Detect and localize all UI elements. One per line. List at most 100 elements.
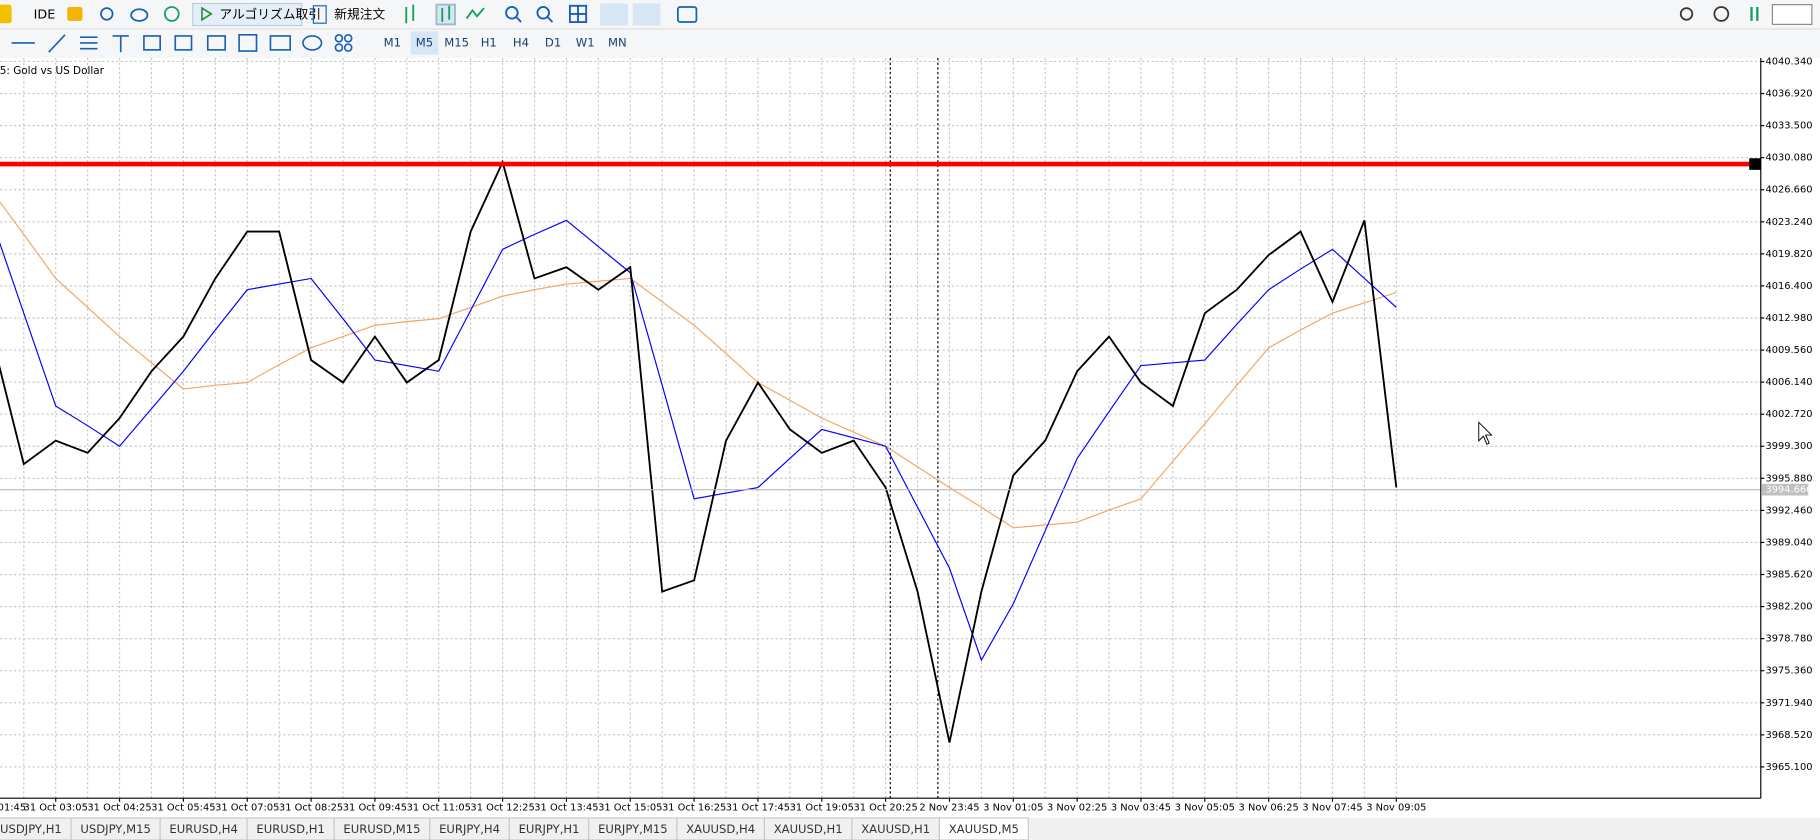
x-tick-label: 3 Nov 02:25 bbox=[1047, 803, 1107, 814]
x-tick-label: 3 Nov 03:45 bbox=[1111, 803, 1171, 814]
y-tick-label: 4023.240 bbox=[1765, 217, 1812, 228]
x-tick-label: 31 Oct 20:25 bbox=[853, 803, 917, 814]
tab-label[interactable]: EURUSD,H4 bbox=[169, 822, 237, 836]
autoscroll-button[interactable] bbox=[600, 3, 628, 26]
y-tick-label: 3985.620 bbox=[1765, 570, 1812, 581]
play-icon bbox=[201, 6, 213, 22]
x-tick-label: 31 Oct 15:05 bbox=[598, 803, 662, 814]
ide-button[interactable]: IDE bbox=[34, 8, 56, 23]
market-icon[interactable] bbox=[67, 6, 83, 21]
timeframe-button[interactable]: H1 bbox=[481, 35, 497, 49]
new-order-icon bbox=[312, 5, 327, 24]
screenshot-icon[interactable] bbox=[676, 6, 698, 23]
active-tab-bg[interactable] bbox=[938, 817, 1029, 840]
y-tick-label: 3992.460 bbox=[1765, 505, 1812, 516]
x-tick-label: 31 Oct 17:45 bbox=[726, 803, 790, 814]
y-tick-label: 4009.560 bbox=[1765, 345, 1812, 356]
y-tick-label: 4016.400 bbox=[1765, 281, 1812, 292]
x-tick-label: 31 Oct 16:25 bbox=[662, 803, 726, 814]
x-tick-label: 31 Oct 09:45 bbox=[343, 803, 407, 814]
y-tick-label: 3982.200 bbox=[1765, 602, 1812, 613]
search-icon[interactable] bbox=[1679, 7, 1694, 21]
tabs: USDJPY,H1 USDJPY,M15 EURUSD,H4 EURUSD,H1 EUR… bbox=[0, 817, 1029, 840]
chart-area bbox=[0, 58, 1761, 799]
x-tick-label: 31 Oct 03:05 bbox=[24, 803, 88, 814]
x-tick-label: 31 Oct 08:25 bbox=[279, 803, 343, 814]
tab-label[interactable]: EURUSD,M15 bbox=[343, 822, 420, 836]
vps-icon[interactable] bbox=[163, 6, 180, 22]
x-tick-label: 31 Oct 04:25 bbox=[87, 803, 151, 814]
timeframe-button[interactable]: W1 bbox=[576, 35, 595, 49]
tab-label[interactable]: USDJPY,H1 bbox=[0, 822, 62, 836]
moving-average bbox=[0, 201, 1397, 529]
chart-type-icons[interactable] bbox=[405, 3, 485, 26]
timeframe-button[interactable]: D1 bbox=[545, 35, 561, 49]
zoom-icons[interactable] bbox=[505, 4, 588, 23]
y-tick-label: 3965.100 bbox=[1765, 762, 1812, 773]
timeframe-button[interactable]: MN bbox=[608, 35, 627, 49]
x-tick-label: 3 Nov 09:05 bbox=[1366, 803, 1426, 814]
shift-button[interactable] bbox=[632, 3, 661, 26]
y-tick-label: 4012.980 bbox=[1765, 313, 1812, 324]
x-tick-label: 31 Oct 07:05 bbox=[215, 803, 279, 814]
tab-label[interactable]: USDJPY,M15 bbox=[80, 822, 150, 836]
level-handle bbox=[1749, 158, 1761, 170]
y-tick-label: 4036.920 bbox=[1765, 89, 1812, 100]
x-tick-label: 31 Oct 13:45 bbox=[534, 803, 598, 814]
chart-title: M5: Gold vs US Dollar bbox=[0, 65, 105, 77]
grid: 3965.100 3968.520 3971.940 3975.360 3978.780… bbox=[0, 56, 1813, 814]
tab-label[interactable]: EURJPY,M15 bbox=[598, 822, 668, 836]
y-tick-label: 4006.140 bbox=[1765, 377, 1812, 388]
account-icon[interactable] bbox=[1713, 6, 1730, 22]
algo-button-bg[interactable] bbox=[192, 2, 303, 27]
level-icon[interactable] bbox=[1750, 6, 1759, 21]
tab-label[interactable]: XAUUSD,H1 bbox=[774, 822, 843, 836]
new-order-button[interactable]: 新規注文 bbox=[334, 7, 385, 23]
tab-label[interactable]: EURJPY,H4 bbox=[439, 822, 500, 836]
y-tick-label: 4002.720 bbox=[1765, 409, 1812, 420]
y-tick-label: 4040.340 bbox=[1765, 56, 1812, 67]
x-tick-label: 01:45 bbox=[0, 803, 26, 814]
wallet-icon[interactable] bbox=[0, 4, 12, 24]
tab-label[interactable]: XAUUSD,M5 bbox=[949, 822, 1019, 836]
x-tick-label: 31 Oct 12:25 bbox=[470, 803, 534, 814]
x-tick-label: 2 Nov 23:45 bbox=[919, 803, 979, 814]
cloud-icon[interactable] bbox=[130, 8, 149, 22]
timeframe-button[interactable]: M15 bbox=[444, 35, 469, 49]
timeframe-button[interactable]: M1 bbox=[384, 35, 401, 49]
y-tick-label: 4030.080 bbox=[1765, 153, 1812, 164]
active-timeframe-bg bbox=[410, 31, 439, 55]
plot: 3994.666 bbox=[0, 158, 1813, 743]
x-tick-label: 3 Nov 06:25 bbox=[1239, 803, 1299, 814]
x-tick-label: 3 Nov 05:05 bbox=[1175, 803, 1235, 814]
y-tick-label: 4026.660 bbox=[1765, 185, 1812, 196]
drawing-tools[interactable] bbox=[11, 33, 353, 53]
x-tick-label: 31 Oct 05:45 bbox=[151, 803, 215, 814]
y-tick-label: 3995.880 bbox=[1765, 473, 1812, 484]
mouse-cursor bbox=[1478, 421, 1493, 445]
x-tick-label: 31 Oct 11:05 bbox=[407, 803, 471, 814]
y-tick-label: 4033.500 bbox=[1765, 121, 1812, 132]
y-tick-label: 3999.300 bbox=[1765, 441, 1812, 452]
y-tick-label: 3989.040 bbox=[1765, 537, 1812, 548]
algo-trading-button[interactable]: アルゴリズム取引 bbox=[219, 7, 321, 23]
y-tick-label: 3971.940 bbox=[1765, 698, 1812, 709]
y-tick-label: 3968.520 bbox=[1765, 730, 1812, 741]
tab-label[interactable]: XAUUSD,H4 bbox=[686, 822, 755, 836]
current-price-box bbox=[1761, 483, 1809, 496]
timeframe-button[interactable]: H4 bbox=[513, 35, 529, 49]
timeframe-bar: M1 M5 M15 H1 H4 D1 W1 MN bbox=[384, 31, 627, 55]
signals-icon[interactable] bbox=[100, 7, 114, 21]
tab-label[interactable]: XAUUSD,H1 bbox=[861, 822, 930, 836]
price-line bbox=[0, 159, 1398, 743]
x-tick-label: 3 Nov 01:05 bbox=[983, 803, 1043, 814]
tab-label[interactable]: EURJPY,H1 bbox=[519, 822, 580, 836]
timeframe-button[interactable]: M5 bbox=[416, 35, 433, 49]
tab-label[interactable]: EURUSD,H1 bbox=[256, 822, 324, 836]
current-price-label: 3994.666 bbox=[1765, 485, 1812, 496]
moving-average bbox=[0, 219, 1397, 662]
x-tick-label: 3 Nov 07:45 bbox=[1302, 803, 1362, 814]
window-box[interactable] bbox=[1771, 4, 1813, 25]
